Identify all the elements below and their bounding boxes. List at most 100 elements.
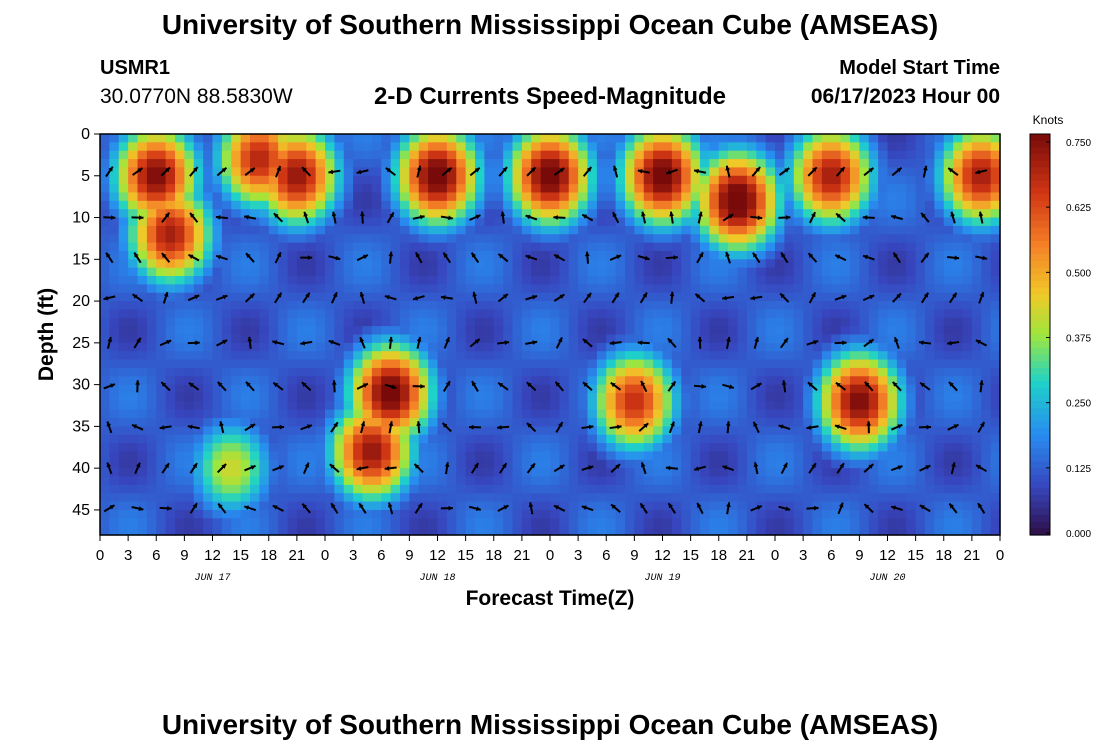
heatmap-cell	[193, 142, 204, 152]
heatmap-cell	[718, 259, 729, 269]
heatmap-cell	[915, 459, 926, 469]
heatmap-cell	[315, 384, 326, 394]
heatmap-cell	[690, 493, 701, 503]
heatmap-cell	[934, 501, 945, 511]
heatmap-cell	[390, 426, 401, 436]
heatmap-cell	[840, 242, 851, 252]
heatmap-cell	[746, 267, 757, 277]
heatmap-cell	[212, 159, 223, 169]
heatmap-cell	[250, 459, 260, 469]
heatmap-cell	[212, 409, 223, 419]
heatmap-cell	[409, 401, 420, 411]
heatmap-cell	[756, 326, 767, 336]
current-arrow-head	[245, 253, 251, 259]
heatmap-cell	[728, 426, 739, 436]
heatmap-cell	[925, 309, 935, 319]
heatmap-cell	[671, 225, 682, 235]
heatmap-cell	[812, 409, 823, 419]
heatmap-cell	[240, 376, 251, 386]
heatmap-cell	[653, 175, 664, 185]
heatmap-cell	[784, 518, 795, 528]
heatmap-cell	[100, 209, 110, 219]
heatmap-cell	[306, 209, 317, 219]
heatmap-cell	[306, 384, 317, 394]
heatmap-cell	[381, 501, 392, 511]
heatmap-cell	[653, 209, 664, 219]
heatmap-cell	[418, 367, 429, 377]
heatmap-cell	[625, 175, 635, 185]
heatmap-cell	[371, 217, 382, 227]
heatmap-cell	[118, 326, 129, 336]
heatmap-cell	[362, 359, 373, 369]
heatmap-cell	[165, 184, 176, 194]
current-arrow-head	[161, 252, 167, 258]
current-arrow	[947, 255, 960, 261]
heatmap-cell	[409, 142, 420, 152]
heatmap-cell	[278, 209, 289, 219]
heatmap-cell	[765, 276, 776, 285]
heatmap-cell	[240, 267, 251, 277]
heatmap-cell	[315, 334, 326, 344]
heatmap-cell	[325, 493, 335, 503]
heatmap-cell	[400, 250, 410, 260]
heatmap-cell	[353, 284, 364, 294]
heatmap-cell	[259, 384, 270, 394]
heatmap-cell	[353, 418, 364, 427]
heatmap-cell	[278, 276, 289, 285]
current-arrow	[611, 292, 620, 304]
heatmap-cell	[718, 234, 729, 244]
heatmap-cell	[306, 267, 317, 277]
heatmap-cell	[606, 484, 617, 494]
heatmap-cell	[521, 476, 532, 486]
heatmap-cell	[559, 267, 570, 277]
heatmap-cell	[578, 175, 589, 185]
heatmap-cell	[709, 359, 720, 369]
heatmap-cell	[737, 367, 748, 377]
heatmap-cell	[465, 334, 476, 344]
heatmap-cell	[212, 209, 223, 219]
heatmap-cell	[859, 526, 870, 536]
heatmap-cell	[540, 184, 551, 194]
heatmap-cell	[531, 309, 542, 319]
heatmap-cell	[409, 150, 420, 160]
heatmap-cell	[793, 150, 804, 160]
heatmap-cell	[184, 150, 195, 160]
current-arrow-head	[923, 292, 929, 298]
heatmap-cell	[493, 175, 504, 185]
heatmap-cell	[840, 326, 851, 336]
heatmap-cell	[803, 509, 814, 519]
current-arrow	[920, 252, 930, 264]
heatmap-cell	[231, 367, 242, 377]
heatmap-cell	[512, 184, 523, 194]
heatmap-cell	[671, 276, 682, 285]
heatmap-cell	[803, 259, 814, 269]
heatmap-cell	[343, 200, 354, 210]
heatmap-cell	[137, 200, 148, 210]
heatmap-cell	[906, 217, 917, 227]
heatmap-cell	[681, 443, 692, 453]
heatmap-cell	[765, 501, 776, 511]
heatmap-cell	[615, 443, 626, 453]
heatmap-cell	[568, 334, 579, 344]
current-arrow-head	[356, 169, 362, 175]
heatmap-cell	[953, 200, 964, 210]
heatmap-cell	[971, 184, 982, 194]
heatmap-cell	[803, 376, 814, 386]
heatmap-cell	[868, 443, 879, 453]
heatmap-cell	[146, 134, 157, 143]
heatmap-cell	[315, 392, 326, 402]
heatmap-cell	[203, 493, 214, 503]
heatmap-cell	[343, 142, 354, 152]
heatmap-cell	[109, 200, 120, 210]
current-arrow-head	[666, 169, 672, 175]
heatmap-cell	[540, 434, 551, 444]
heatmap-cell	[709, 317, 720, 327]
heatmap-cell	[943, 134, 954, 143]
heatmap-cell	[812, 459, 823, 469]
heatmap-cell	[587, 451, 598, 461]
heatmap-cell	[878, 493, 889, 503]
heatmap-field	[100, 134, 1001, 536]
heatmap-cell	[700, 175, 710, 185]
heatmap-cell	[690, 334, 701, 344]
heatmap-cell	[165, 159, 176, 169]
